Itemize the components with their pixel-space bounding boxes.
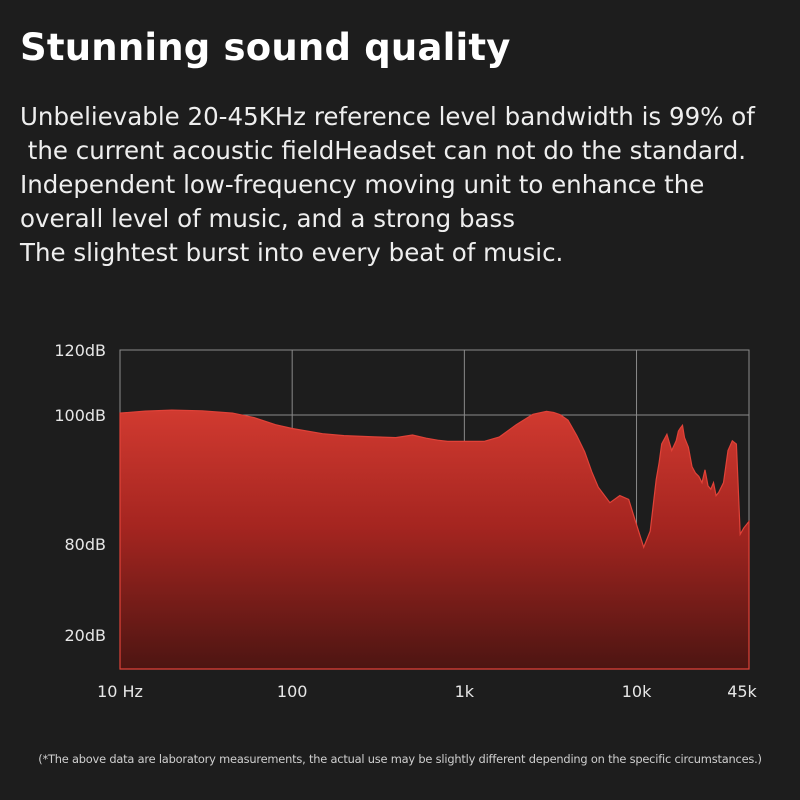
description-line: the current acoustic fieldHeadset can no…	[20, 136, 747, 165]
description: Unbelievable 20-45KHz reference level ba…	[20, 100, 790, 270]
y-tick-label: 20dB	[65, 626, 107, 645]
frequency-response-svg: 120dB 100dB 80dB 20dB 10 Hz 100 1k 10k 45k	[54, 341, 757, 701]
x-tick-label: 10k	[622, 682, 652, 701]
x-tick-label: 100	[277, 682, 308, 701]
frequency-response-chart: 120dB 100dB 80dB 20dB 10 Hz 100 1k 10k 45k	[0, 330, 800, 714]
x-tick-label: 1k	[455, 682, 475, 701]
y-tick-label: 100dB	[54, 406, 106, 425]
x-tick-label: 45k	[727, 682, 757, 701]
x-tick-label: 10 Hz	[97, 682, 143, 701]
y-tick-label: 120dB	[54, 341, 106, 360]
response-area	[119, 409, 750, 670]
description-line: Unbelievable 20-45KHz reference level ba…	[20, 102, 755, 131]
description-line: overall level of music, and a strong bas…	[20, 204, 516, 233]
description-line: The slightest burst into every beat of m…	[20, 238, 564, 267]
page-title: Stunning sound quality	[20, 26, 511, 69]
y-tick-label: 80dB	[65, 535, 107, 554]
description-line: Independent low-frequency moving unit to…	[20, 170, 705, 199]
footnote: (*The above data are laboratory measurem…	[38, 752, 762, 766]
